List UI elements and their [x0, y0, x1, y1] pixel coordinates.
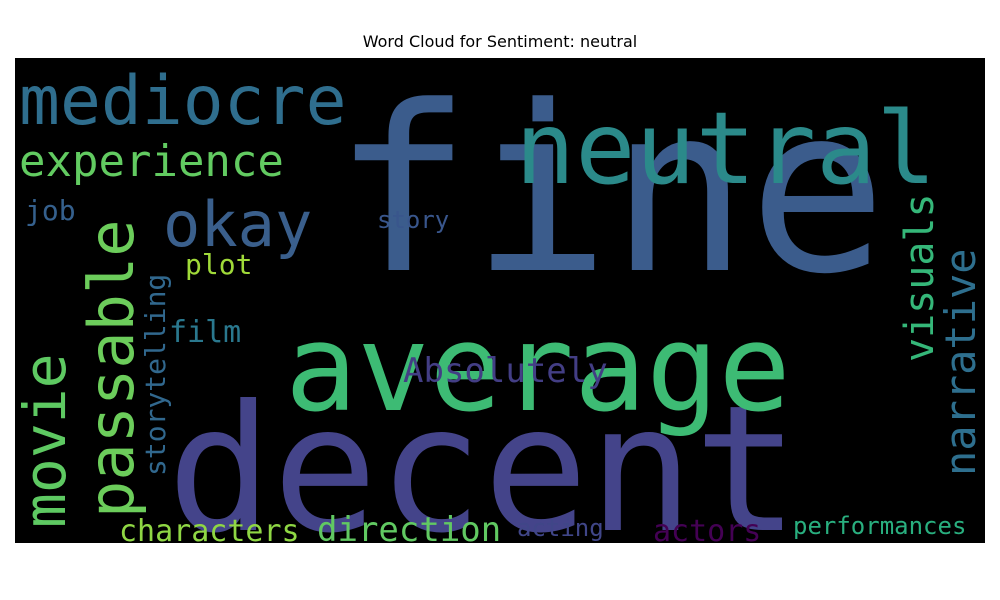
- word-actors: actors: [653, 514, 761, 543]
- word-experience: experience: [19, 136, 284, 187]
- word-decent: decent: [167, 369, 799, 543]
- chart-title: Word Cloud for Sentiment: neutral: [362, 32, 638, 51]
- word-characters: characters: [119, 514, 300, 543]
- word-average: average: [285, 300, 791, 439]
- word-performances: performances: [793, 512, 966, 540]
- word-passable: passable: [75, 219, 148, 518]
- cloud-background: [15, 58, 985, 543]
- word-mediocre: mediocre: [19, 62, 347, 141]
- word-job: job: [25, 194, 76, 227]
- word-absolutely: Absolutely: [403, 351, 608, 391]
- word-acting: acting: [517, 514, 604, 542]
- word-fine: fine: [333, 58, 887, 325]
- word-movie: movie: [15, 353, 79, 528]
- word-neutral: neutral: [515, 90, 936, 207]
- word-film: film: [169, 315, 241, 350]
- word-narrative: narrative: [936, 248, 985, 476]
- word-storytelling: storytelling: [139, 274, 172, 476]
- word-direction: direction: [317, 510, 501, 543]
- word-okay: okay: [163, 188, 312, 261]
- word-story: story: [377, 206, 449, 234]
- word-visuals: visuals: [897, 193, 943, 362]
- word-plot: plot: [185, 248, 252, 281]
